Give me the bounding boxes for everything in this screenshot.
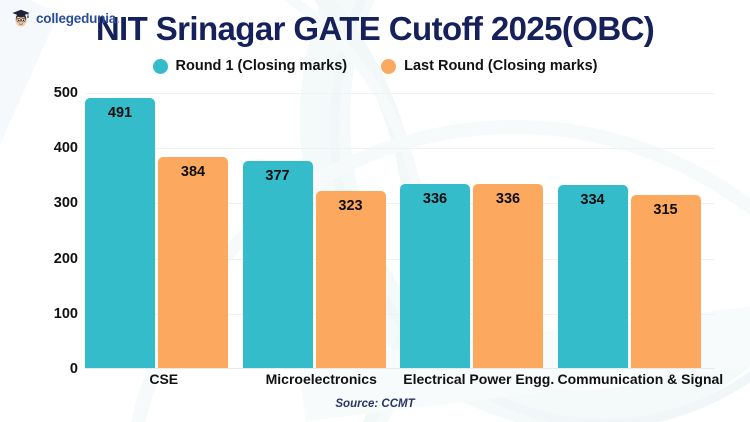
bar-value-label: 336: [422, 190, 448, 207]
chart-legend: Round 1 (Closing marks) Last Round (Clos…: [0, 58, 750, 74]
y-axis-tick-500: 500: [53, 85, 78, 101]
x-axis-label: CSE: [149, 371, 179, 387]
bar-last-round[interactable]: 323: [315, 190, 386, 369]
brand-suffix: .: [116, 10, 120, 26]
legend-label-round-1: Round 1 (Closing marks): [175, 58, 348, 74]
plot-area: 500 400 300 200 100 0 491 384 377 323 336 336 334 31…: [54, 85, 715, 377]
bar-group: 377 323: [242, 93, 401, 369]
legend-item-last-round[interactable]: Last Round (Closing marks): [381, 58, 597, 74]
x-axis-labels: CSE Microelectronics Electrical Power Engg…: [85, 371, 724, 387]
bar-value-label: 334: [580, 191, 605, 208]
x-axis-label: Communication & Signal: [557, 371, 724, 387]
bar-value-label: 384: [180, 164, 206, 181]
bar-value-label: 323: [338, 197, 363, 214]
y-axis: 500 400 300 200 100 0: [38, 85, 78, 377]
bar-last-round[interactable]: 315: [630, 195, 701, 369]
brand-logo[interactable]: collegedunia.: [10, 7, 120, 29]
bar-last-round[interactable]: 384: [158, 157, 228, 369]
bar-round-1[interactable]: 491: [85, 97, 155, 369]
bar-value-label: 315: [653, 202, 678, 219]
bar-group: 336 336: [400, 93, 558, 369]
bar-round-1[interactable]: 377: [242, 160, 313, 369]
bar-value-label: 336: [495, 190, 521, 207]
bar-round-1[interactable]: 336: [400, 183, 470, 369]
circle-icon: [152, 58, 168, 74]
circle-icon: [381, 58, 397, 74]
legend-item-round-1[interactable]: Round 1 (Closing marks): [152, 58, 348, 74]
y-axis-tick-300: 300: [53, 195, 78, 212]
bar-value-label: 377: [265, 167, 290, 184]
y-axis-tick-400: 400: [53, 140, 78, 157]
bar-value-label: 491: [107, 104, 133, 121]
bar-groups: 491 384 377 323 336 336 334 315: [85, 93, 715, 369]
graduate-avatar-icon: [10, 7, 32, 29]
bar-last-round[interactable]: 336: [473, 183, 543, 369]
source-note: Source: CCMT: [335, 398, 415, 410]
x-axis-label: Electrical Power Engg.: [403, 371, 555, 387]
y-axis-tick-100: 100: [53, 305, 78, 322]
bar-round-1[interactable]: 334: [557, 184, 628, 369]
y-axis-tick-0: 0: [69, 361, 78, 377]
brand-name: collegedunia.: [36, 10, 120, 26]
x-axis-line: [85, 368, 715, 369]
x-axis-label: Microelectronics: [265, 371, 377, 387]
bar-group: 334 315: [557, 93, 716, 369]
legend-label-last-round: Last Round (Closing marks): [404, 58, 598, 74]
bar-group: 491 384: [85, 93, 243, 369]
y-axis-tick-200: 200: [53, 250, 78, 267]
